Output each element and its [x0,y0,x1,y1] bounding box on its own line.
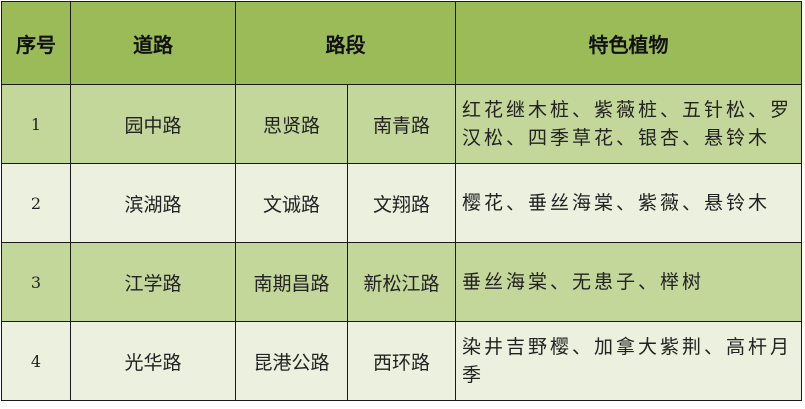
table-row: 4 光华路 昆港公路 西环路 染井吉野樱、加拿大紫荆、高杆月季 [1,321,802,401]
header-road: 道路 [70,1,236,85]
cell-plants: 染井吉野樱、加拿大紫荆、高杆月季 [455,321,802,401]
cell-section-from: 思贤路 [235,84,348,164]
cell-road: 滨湖路 [70,163,236,243]
table-row: 1 园中路 思贤路 南青路 红花继木桩、紫薇桩、五针松、罗汉松、四季草花、银杏、… [1,84,802,164]
header-row: 序号 道路 路段 特色植物 [1,1,802,85]
cell-section-from: 南期昌路 [235,242,348,322]
header-section: 路段 [235,1,456,85]
cell-section-to: 新松江路 [347,242,456,322]
cell-plants: 樱花、垂丝海棠、紫薇、悬铃木 [455,163,802,243]
header-plants: 特色植物 [455,1,802,85]
table-row: 3 江学路 南期昌路 新松江路 垂丝海棠、无患子、榉树 [1,242,802,322]
header-index: 序号 [1,1,71,85]
cell-road: 光华路 [70,321,236,401]
cell-road: 园中路 [70,84,236,164]
cell-index: 3 [1,242,71,322]
cell-index: 2 [1,163,71,243]
cell-road: 江学路 [70,242,236,322]
cell-index: 4 [1,321,71,401]
cell-plants: 垂丝海棠、无患子、榉树 [455,242,802,322]
cell-section-from: 昆港公路 [235,321,348,401]
plants-table: 序号 道路 路段 特色植物 1 园中路 思贤路 南青路 红花继木桩、紫薇桩、五针… [1,1,802,401]
cell-section-from: 文诚路 [235,163,348,243]
cell-section-to: 文翔路 [347,163,456,243]
cell-section-to: 南青路 [347,84,456,164]
cell-plants: 红花继木桩、紫薇桩、五针松、罗汉松、四季草花、银杏、悬铃木 [455,84,802,164]
cell-index: 1 [1,84,71,164]
cell-section-to: 西环路 [347,321,456,401]
table-row: 2 滨湖路 文诚路 文翔路 樱花、垂丝海棠、紫薇、悬铃木 [1,163,802,243]
